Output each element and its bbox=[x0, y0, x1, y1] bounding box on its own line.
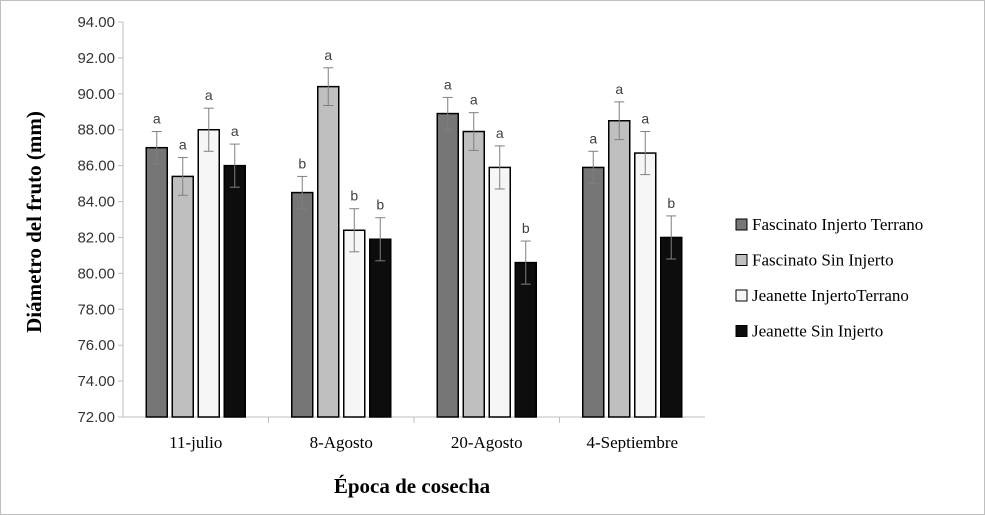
bar bbox=[608, 120, 631, 418]
significance-label: b bbox=[376, 197, 384, 213]
bar bbox=[582, 166, 605, 418]
y-tick-label: 92.00 bbox=[77, 50, 115, 67]
y-tick-label: 72.00 bbox=[77, 409, 115, 426]
significance-label: a bbox=[179, 137, 187, 153]
x-axis-label: Época de cosecha bbox=[334, 474, 491, 498]
significance-label: a bbox=[231, 123, 239, 139]
legend-swatch bbox=[735, 325, 748, 337]
significance-label: a bbox=[615, 81, 623, 97]
bar bbox=[514, 261, 537, 418]
significance-label: b bbox=[350, 188, 358, 204]
legend-label: Fascinato Injerto Terrano bbox=[752, 215, 923, 234]
bar bbox=[343, 229, 366, 418]
y-axis-label: Diámetro del fruto (mm) bbox=[22, 111, 46, 333]
bar bbox=[660, 236, 683, 418]
bar bbox=[317, 85, 340, 418]
y-tick-label: 78.00 bbox=[77, 301, 115, 318]
significance-label: a bbox=[589, 130, 597, 146]
y-tick-label: 80.00 bbox=[77, 265, 115, 282]
significance-label: a bbox=[496, 125, 504, 141]
significance-label: a bbox=[205, 87, 213, 103]
legend-label: Fascinato Sin Injerto bbox=[752, 251, 894, 270]
y-tick-label: 74.00 bbox=[77, 373, 115, 390]
significance-label: b bbox=[298, 155, 306, 171]
significance-label: a bbox=[444, 76, 452, 92]
legend-swatch bbox=[735, 289, 748, 302]
y-tick-label: 86.00 bbox=[77, 158, 115, 175]
legend-swatch bbox=[735, 218, 748, 231]
y-tick-label: 88.00 bbox=[77, 122, 115, 139]
y-tick-label: 94.00 bbox=[77, 14, 115, 31]
significance-label: a bbox=[470, 92, 478, 108]
bar bbox=[634, 152, 657, 418]
legend-label: Jeanette InjertoTerrano bbox=[752, 286, 909, 305]
bar bbox=[171, 175, 194, 418]
bar bbox=[223, 164, 246, 418]
significance-label: a bbox=[324, 47, 332, 63]
significance-label: a bbox=[641, 111, 649, 127]
x-tick-label: 20-Agosto bbox=[451, 433, 523, 452]
bar bbox=[197, 128, 220, 418]
bar bbox=[291, 191, 314, 418]
significance-label: a bbox=[153, 111, 161, 127]
y-tick-label: 76.00 bbox=[77, 337, 115, 354]
legend-label: Jeanette Sin Injerto bbox=[752, 322, 883, 341]
bar bbox=[369, 238, 392, 418]
bar bbox=[462, 130, 485, 418]
y-tick-label: 90.00 bbox=[77, 86, 115, 103]
bar bbox=[436, 112, 459, 418]
legend-swatch bbox=[735, 254, 748, 266]
significance-label: b bbox=[522, 220, 530, 236]
x-tick-label: 11-julio bbox=[169, 433, 222, 452]
significance-label: b bbox=[667, 195, 675, 211]
bar bbox=[145, 146, 168, 418]
y-tick-label: 84.00 bbox=[77, 194, 115, 211]
x-tick-label: 8-Agosto bbox=[310, 433, 373, 452]
x-tick-label: 4-Septiembre bbox=[586, 433, 678, 452]
bar bbox=[488, 166, 511, 418]
y-tick-label: 82.00 bbox=[77, 229, 115, 246]
